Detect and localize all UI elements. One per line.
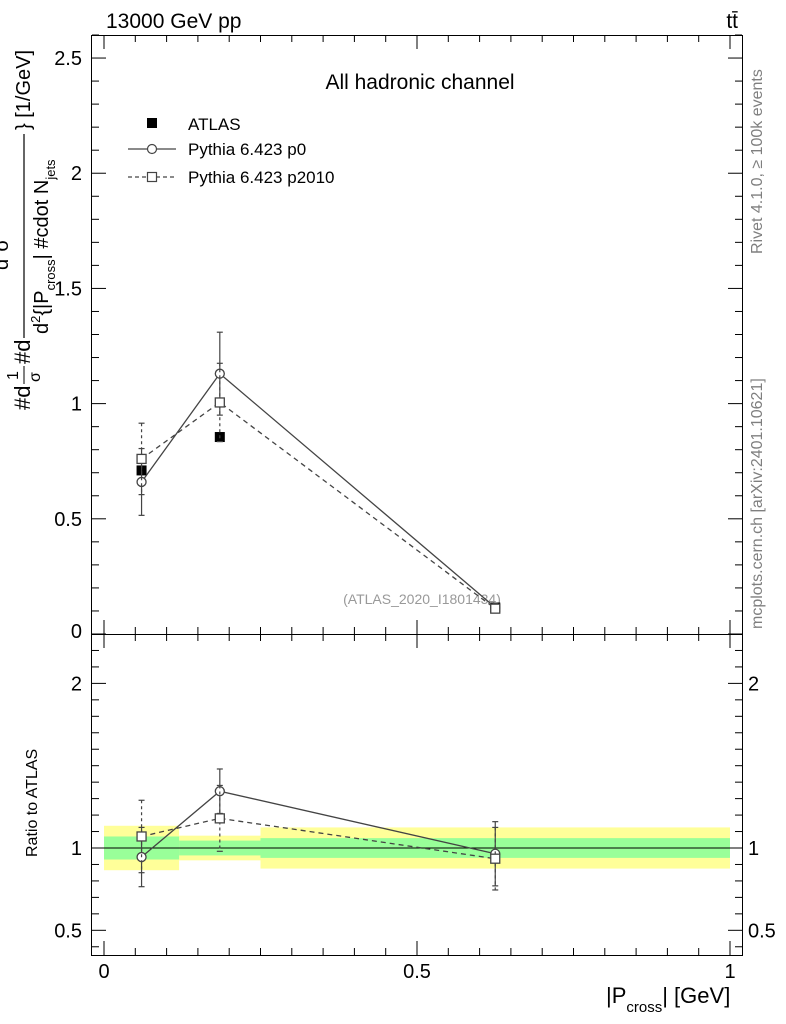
ylabel-frac1-den: σ xyxy=(27,372,44,382)
legend-label-p2010: Pythia 6.423 p2010 xyxy=(188,168,335,187)
xlabel-a: |P xyxy=(606,983,626,1008)
ratio-ytick-label-left: 2 xyxy=(71,673,82,695)
ylabel-frac1-num: 1 xyxy=(5,371,22,380)
legend-marker-p2010 xyxy=(146,171,158,183)
p2010-ratio-point xyxy=(136,831,147,842)
p2010-main-line xyxy=(141,401,496,610)
ratio-y-axis-label: Ratio to ATLAS xyxy=(24,749,41,857)
ylabel-den-sup: 2 xyxy=(28,316,43,323)
ylabel-frac2-num: d xyxy=(0,259,13,270)
ratio-uncertainty-bands xyxy=(92,825,742,871)
ylabel-den-c: | #cdot N xyxy=(31,180,53,260)
p2010-ratio-point xyxy=(490,853,501,864)
x-axis-ticks: 0 0.5 1 xyxy=(98,35,736,983)
ylabel-frac2-sup: 2 xyxy=(0,252,3,259)
ylabel-unit: } [1/GeV] xyxy=(13,50,35,130)
svg-text:d2σfid: d2σfid xyxy=(0,226,13,270)
ylabel-den-a: d xyxy=(31,323,53,334)
p2010-main-point xyxy=(490,603,501,614)
x-tick-label: 0.5 xyxy=(403,961,431,983)
svg-text:#d: #d xyxy=(10,386,35,410)
header-energy-label: 13000 GeV pp xyxy=(106,10,241,33)
plot-title: All hadronic channel xyxy=(325,71,514,94)
ylabel-den-b: {|P xyxy=(31,290,53,315)
ratio-series-layer xyxy=(136,768,501,891)
main-ytick-label: 1.5 xyxy=(54,278,82,300)
x-axis-label: |Pcross| [GeV] xyxy=(606,983,730,1016)
ratio-ytick-label-right: 1 xyxy=(748,838,759,860)
ylabel-pre: #d xyxy=(10,386,35,410)
main-ytick-label: 2 xyxy=(71,163,82,185)
legend-marker-atlas xyxy=(147,118,157,128)
svg-text:d2{|Pcross| #cdot Njets: d2{|Pcross| #cdot Njets xyxy=(28,159,58,334)
x-tick-label: 0 xyxy=(98,961,109,983)
main-ytick-label: 1 xyxy=(71,394,82,416)
analysis-watermark: (ATLAS_2020_I1801434) xyxy=(343,591,501,607)
p0-main-line xyxy=(141,372,496,609)
legend: ATLAS Pythia 6.423 p0 Pythia 6.423 p2010 xyxy=(128,115,335,187)
legend-label-p0: Pythia 6.423 p0 xyxy=(188,140,306,159)
main-y-axis-label: #d 1 σ #d d2σfid d2{|Pcross| #cdot Njets… xyxy=(0,50,58,410)
ratio-ytick-label-left: 1 xyxy=(71,838,82,860)
ylabel-mid: #d xyxy=(10,340,35,364)
rivet-version-label: Rivet 4.1.0, ≥ 100k events xyxy=(749,69,766,254)
ylabel-frac2-fid: fid xyxy=(0,226,3,240)
main-ytick-label: 2.5 xyxy=(54,48,82,70)
main-y-axis-ticks: 0.5 1 1.5 2 2.5 0 xyxy=(54,34,742,643)
p2010-main-point xyxy=(136,453,147,465)
main-series-layer xyxy=(136,331,501,614)
p2010-ratio-line xyxy=(141,817,496,860)
p2010-ratio-point xyxy=(214,813,225,824)
legend-marker-p0 xyxy=(146,143,158,155)
p2010-main-point xyxy=(214,397,225,408)
ylabel-den-sub: cross xyxy=(43,259,58,291)
header-process-label: tt̄ xyxy=(726,10,738,33)
main-ytick-label: 0.5 xyxy=(54,509,82,531)
ratio-plot-frame xyxy=(91,634,743,956)
main-ytick-label-zero: 0 xyxy=(71,621,82,643)
ylabel-frac2-sigma: σ xyxy=(0,239,13,252)
mcplots-label: mcplots.cern.ch [arXiv:2401.10621] xyxy=(749,378,766,629)
x-tick-label: 1 xyxy=(724,961,735,983)
ratio-y-axis-ticks: 0.5 0.5 1 1 2 2 xyxy=(54,633,776,948)
ratio-ytick-label-right: 2 xyxy=(748,673,759,695)
ratio-ytick-label-left: 0.5 xyxy=(54,920,82,942)
legend-label-atlas: ATLAS xyxy=(188,115,241,134)
ratio-ytick-label-right: 0.5 xyxy=(748,920,776,942)
ylabel-den-sub2: jets xyxy=(43,159,58,181)
xlabel-sub: cross xyxy=(626,999,662,1016)
xlabel-b: | [GeV] xyxy=(662,983,730,1008)
